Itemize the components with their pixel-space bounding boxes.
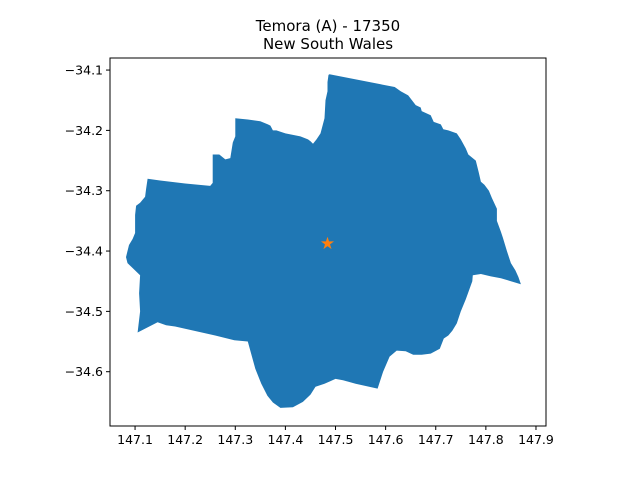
region-boundary — [126, 74, 521, 408]
x-tick-label: 147.3 — [217, 432, 253, 447]
title-line-1: Temora (A) - 17350 — [255, 17, 400, 35]
y-tick-label: −34.4 — [65, 244, 103, 259]
x-tick-label: 147.5 — [318, 432, 354, 447]
x-tick-label: 147.1 — [117, 432, 153, 447]
y-tick-label: −34.1 — [65, 63, 103, 78]
x-tick-label: 147.7 — [418, 432, 454, 447]
x-tick-label: 147.9 — [518, 432, 554, 447]
y-axis: −34.1 −34.2 −34.3 −34.4 −34.5 −34.6 — [65, 63, 110, 379]
y-tick-label: −34.3 — [65, 183, 103, 198]
axes-frame — [109, 57, 547, 427]
x-axis: 147.1 147.2 147.3 147.4 147.5 147.6 147.7 147.8… — [117, 426, 554, 447]
y-tick-label: −34.2 — [65, 123, 103, 138]
x-tick-label: 147.4 — [268, 432, 304, 447]
x-tick-label: 147.8 — [468, 432, 504, 447]
y-tick-label: −34.6 — [65, 364, 103, 379]
y-tick-label: −34.5 — [65, 304, 103, 319]
plot-area: ★ — [109, 57, 547, 427]
title-line-2: New South Wales — [263, 35, 393, 53]
centroid-star-marker: ★ — [320, 234, 335, 254]
x-tick-label: 147.2 — [167, 432, 203, 447]
x-tick-label: 147.6 — [368, 432, 404, 447]
